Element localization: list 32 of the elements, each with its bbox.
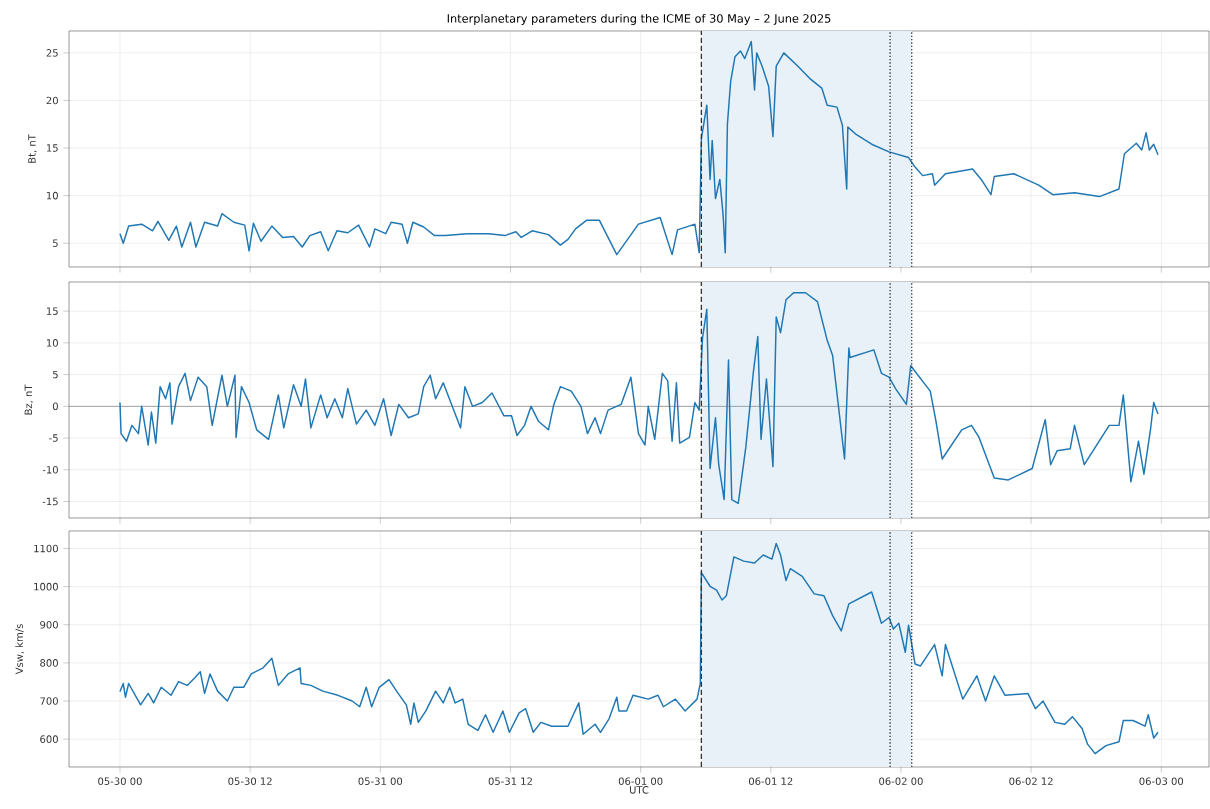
y-tick-label: 900 xyxy=(40,620,58,629)
y-tick-label: 15 xyxy=(46,307,58,315)
y-tick-label: 20 xyxy=(46,96,58,105)
y-tick-label: 1000 xyxy=(34,582,58,591)
x-tick-label: 06-01 00 xyxy=(618,777,663,785)
y-tick-label: 10 xyxy=(46,339,58,347)
y-tick-label: 10 xyxy=(46,191,58,200)
y-axis-title: Bt, nT xyxy=(28,134,37,163)
y-axis-title: Vsw, km/s xyxy=(15,624,25,675)
x-tick-label: 05-31 00 xyxy=(358,777,403,785)
y-tick-label: 1100 xyxy=(34,544,58,553)
y-axis-title: Bz, nT xyxy=(24,384,34,415)
y-tick-label: 15 xyxy=(46,144,58,152)
x-axis-title: UTC xyxy=(629,786,649,794)
y-tick-label: 5 xyxy=(53,370,58,379)
x-tick-label: 06-01 12 xyxy=(748,777,793,785)
x-tick-label: 05-30 12 xyxy=(228,777,272,785)
y-tick-label: -5 xyxy=(49,434,58,442)
y-tick-label: 700 xyxy=(40,697,58,705)
y-tick-label: -10 xyxy=(42,465,58,474)
y-tick-label: 5 xyxy=(53,239,58,247)
y-tick-label: 600 xyxy=(40,735,58,743)
x-tick-label: 06-03 00 xyxy=(1139,777,1184,785)
y-tick-label: 0 xyxy=(52,402,58,411)
x-tick-label: 06-02 12 xyxy=(1009,777,1053,785)
y-tick-label: 800 xyxy=(40,659,58,667)
x-tick-label: 05-30 00 xyxy=(98,777,142,785)
y-tick-label: -15 xyxy=(42,497,58,506)
x-tick-label: 05-31 12 xyxy=(488,777,532,785)
chart-title: Interplanetary parameters during the ICME of 30 May – 2 June 2025 xyxy=(447,13,831,25)
y-tick-label: 25 xyxy=(46,49,58,57)
x-tick-label: 06-02 00 xyxy=(879,777,923,785)
